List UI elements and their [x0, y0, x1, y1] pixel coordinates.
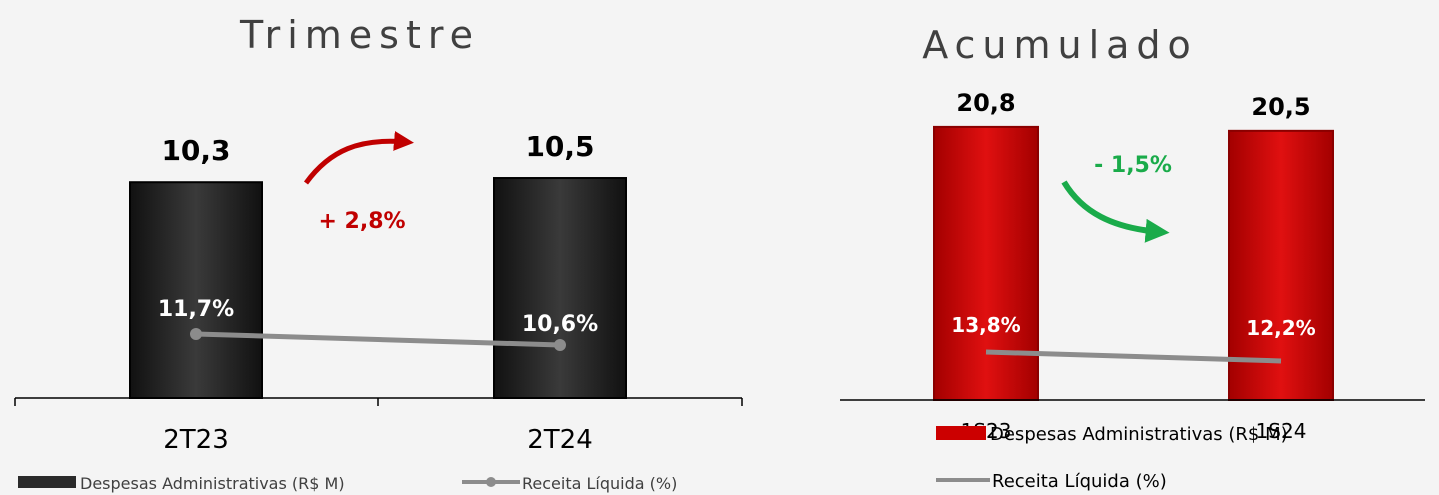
bar-1s23 [933, 125, 1039, 401]
bar-2t24 [493, 177, 627, 399]
chart-title: Acumulado [922, 23, 1198, 67]
decline-annotation: - 1,5% [1094, 153, 1172, 178]
legend-swatch-bar [936, 426, 986, 440]
growth-annotation: + 2,8% [318, 209, 405, 234]
ratio-point [190, 328, 202, 340]
legend-entry: Receita Líquida (%) [992, 471, 1167, 492]
category-label: 2T23 [163, 425, 229, 455]
chart-title: Trimestre [239, 13, 480, 57]
decline-arrow-icon [1061, 180, 1170, 243]
acumulado-chart: Acumulado 20,8 20,5 - 1,5% 13,8% 12,2% 1… [840, 23, 1425, 492]
legend-entry: Despesas Administrativas (R$ M) [990, 424, 1288, 445]
ratio-point [554, 339, 566, 351]
ratio-label: 10,6% [522, 312, 598, 337]
ratio-label: 12,2% [1246, 316, 1315, 340]
legend-entry: Despesas Administrativas (R$ M) [80, 474, 345, 493]
category-label: 2T24 [527, 425, 593, 455]
ratio-label: 11,7% [158, 297, 234, 322]
bar-2t23 [129, 181, 263, 399]
legend-swatch-bar [18, 476, 76, 488]
ratio-line [195, 331, 561, 348]
growth-arrow-icon [303, 131, 414, 185]
ratio-line [985, 349, 1282, 364]
bar-value-label: 10,5 [525, 130, 594, 163]
bar-value-label: 20,5 [1251, 93, 1310, 121]
bar-value-label: 10,3 [161, 134, 230, 167]
legend-entry: Receita Líquida (%) [522, 474, 677, 493]
legend-marker [486, 477, 496, 487]
category-label: 1S24 [1256, 419, 1307, 443]
ratio-label: 13,8% [951, 313, 1020, 337]
trimestre-chart: Trimestre 10,3 10,5 + 2,8% 11,7% 10,6% 2… [14, 13, 743, 493]
bar-value-label: 20,8 [956, 89, 1015, 117]
